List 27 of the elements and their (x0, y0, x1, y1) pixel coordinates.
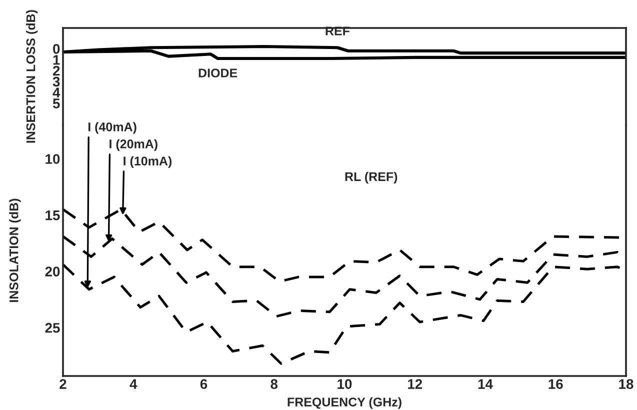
y-tick-label: 3 (52, 76, 60, 87)
y-tick-label: 15 (46, 210, 60, 220)
annotation: RL (REF) (345, 172, 398, 184)
x-tick-label: 2 (60, 379, 66, 389)
y-tick-label: 5 (52, 98, 60, 108)
y-axis-title: INSOLATION (dB) (9, 198, 21, 302)
x-axis-title: FREQUENCY (GHz) (288, 397, 402, 409)
x-tick-label: 14 (478, 379, 493, 389)
y-tick-label: 25 (45, 322, 60, 333)
annotation: I (40mA) (88, 122, 136, 134)
y-tick-label: 20 (45, 266, 60, 276)
x-tick-label: 4 (130, 379, 138, 389)
y-tick-label: 1 (53, 55, 60, 65)
x-tick-label: 16 (548, 379, 563, 389)
y-tick-label: 4 (52, 88, 60, 98)
x-tick-label: 6 (200, 379, 208, 389)
y-tick-label: 2 (52, 66, 60, 76)
y-tick-label: 10 (46, 154, 60, 164)
x-tick-label: 12 (408, 379, 422, 389)
y-tick-label: 0 (53, 44, 60, 54)
series-label: DIODE (198, 68, 238, 78)
x-tick-label: 8 (270, 379, 278, 389)
x-tick-label: 18 (619, 379, 634, 389)
annotation: I (10mA) (124, 156, 172, 168)
annotation: I (20mA) (110, 139, 158, 151)
y-axis-title: INSERTION LOSS (dB) (26, 10, 38, 143)
x-tick-label: 10 (338, 379, 352, 389)
